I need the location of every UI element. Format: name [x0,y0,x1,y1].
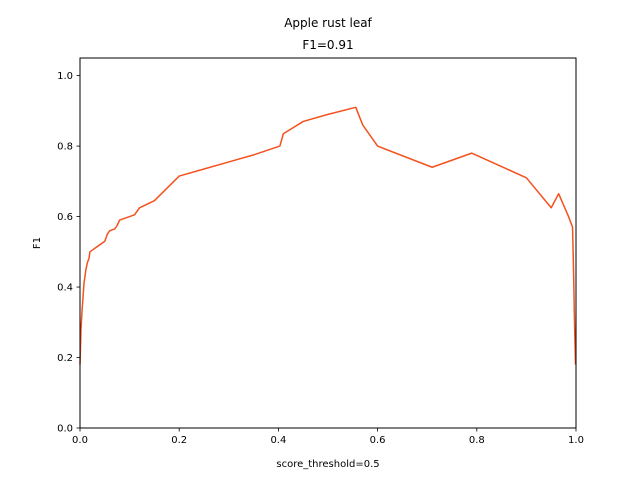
chart-title: Apple rust leaf [284,16,372,30]
x-axis: 0.0 0.2 0.4 0.6 0.8 1.0 [72,428,584,446]
y-tick-label: 0.0 [57,424,73,435]
y-axis: 0.0 0.2 0.4 0.6 0.8 1.0 [57,71,80,435]
f1-series-line [79,106,577,365]
x-axis-label: score_threshold=0.5 [276,459,379,470]
plot-area [79,106,577,365]
x-tick-label: 0.6 [370,435,386,446]
x-tick-label: 0.4 [270,435,286,446]
x-tick-label: 1.0 [568,435,584,446]
x-tick-label: 0.0 [72,435,88,446]
y-tick-label: 0.2 [57,353,73,364]
x-tick-label: 0.2 [171,435,187,446]
y-tick-label: 0.8 [57,142,73,153]
y-tick-label: 1.0 [57,71,73,82]
x-tick-label: 0.8 [469,435,485,446]
y-axis-label: F1 [32,237,43,249]
y-tick-label: 0.6 [57,212,73,223]
chart-subtitle: F1=0.91 [302,38,353,52]
axes-frame [79,57,577,429]
y-tick-label: 0.4 [57,283,73,294]
